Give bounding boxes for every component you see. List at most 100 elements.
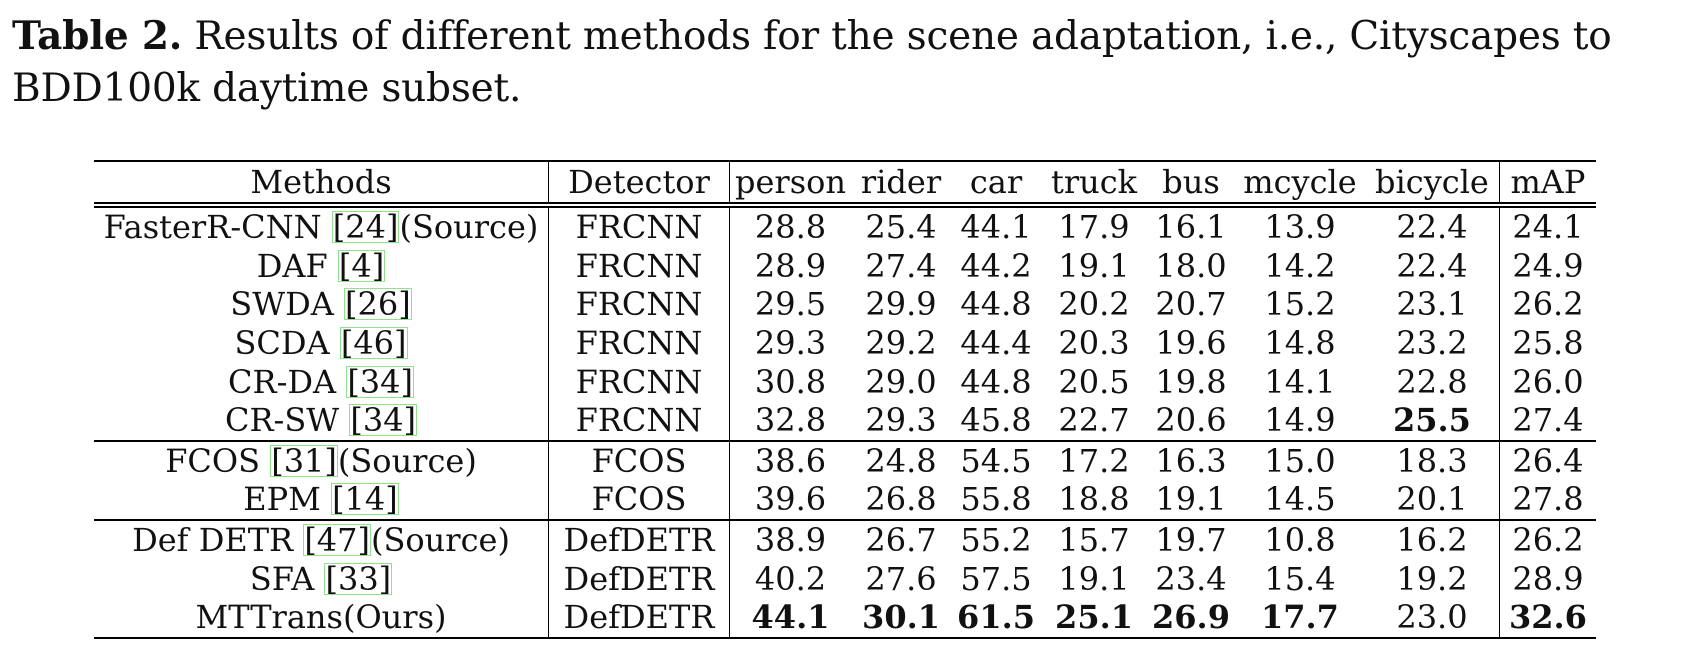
method-cell: DAF [4]	[94, 246, 549, 286]
table-row: CR-SW [34] FRCNN 32.8 29.3 45.8 22.7 20.6 14.9 2…	[94, 400, 1596, 441]
person-value-cell: 38.6	[729, 439, 852, 481]
mcycle-value-cell: 10.8	[1234, 518, 1365, 560]
citation-link[interactable]: [46]	[339, 324, 408, 363]
method-suffix: (Source)	[371, 521, 510, 560]
rider-value-cell: 26.8	[865, 480, 937, 519]
map-value-cell: 27.4	[1512, 401, 1584, 440]
car-value-cell: 55.8	[960, 480, 1032, 519]
method-cell: EPM [14]	[94, 480, 549, 520]
table-row: EPM [14] FCOS 39.6 26.8 55.8 18.8 19.1 14.5 20.1…	[94, 480, 1596, 520]
citation-link[interactable]: [34]	[346, 362, 414, 401]
table-row: FCOS [31](Source) FCOS 38.6 24.8 54.5 17.2 16.…	[94, 439, 1596, 481]
person-value-cell: 30.8	[754, 362, 827, 401]
citation-link[interactable]: [4]	[337, 246, 386, 285]
rider-value-cell: 29.0	[865, 362, 937, 401]
bus-value-cell: 20.6	[1155, 401, 1227, 440]
map-value-cell: 26.0	[1512, 362, 1584, 401]
car-value-cell: 57.5	[960, 559, 1032, 598]
bicycle-value-cell: 25.5	[1364, 400, 1500, 441]
table-row: SFA [33] DefDETR 40.2 27.6 57.5 19.1 23.4 15.4 1…	[94, 559, 1596, 598]
method-name: MTTrans(Ours)	[195, 598, 447, 637]
map-value-cell: 26.2	[1512, 285, 1584, 324]
header-person: person	[729, 161, 852, 208]
table-row: CR-DA [34] FRCNN 30.8 29.0 44.8 20.5 19.8 14.1 2…	[94, 362, 1596, 401]
bus-value-cell: 19.7	[1147, 518, 1235, 560]
citation-link[interactable]: [26]	[344, 285, 412, 324]
detector-cell: FCOS	[548, 439, 730, 481]
map-value-cell: 26.4	[1499, 439, 1596, 481]
header-detector: Detector	[548, 161, 730, 208]
method-name: FasterR-CNN	[103, 208, 332, 247]
bus-value-cell: 18.0	[1155, 246, 1227, 285]
truck-value-cell: 20.2	[1058, 285, 1130, 324]
bicycle-value-cell: 22.4	[1364, 246, 1500, 286]
citation-link[interactable]: [14]	[331, 480, 399, 519]
rider-value-cell: 24.8	[851, 439, 952, 481]
results-table-container: Methods Detector person rider car truck …	[94, 160, 1596, 639]
truck-value-cell: 15.7	[1041, 518, 1148, 560]
mcycle-value-cell: 14.8	[1264, 324, 1336, 363]
citation-link[interactable]: [47]	[303, 521, 371, 560]
caption-label: Table 2.	[12, 13, 183, 59]
car-value-cell: 44.2	[960, 246, 1032, 285]
method-name: SWDA	[230, 285, 345, 324]
rider-value-cell: 27.6	[865, 559, 937, 598]
rider-value-cell: 25.4	[865, 208, 937, 247]
person-value-cell: 44.1	[729, 597, 852, 639]
rider-value-cell: 29.9	[865, 285, 937, 324]
bus-value-cell: 16.3	[1147, 439, 1235, 481]
method-name: CR-DA	[227, 362, 347, 401]
map-value-cell: 32.6	[1499, 597, 1596, 639]
truck-value-cell: 17.9	[1058, 208, 1130, 247]
map-value-cell: 25.8	[1512, 324, 1584, 363]
detector-cell: FRCNN	[548, 323, 730, 363]
rider-value-cell: 29.2	[865, 324, 937, 363]
citation-link[interactable]: [24]	[331, 208, 400, 247]
person-value-cell: 29.3	[754, 324, 827, 363]
method-cell: MTTrans(Ours)	[94, 597, 549, 639]
mcycle-value-cell: 15.4	[1264, 559, 1336, 598]
mcycle-value-cell: 14.2	[1264, 246, 1336, 285]
method-name: DAF	[256, 246, 338, 285]
car-value-cell: 55.2	[951, 518, 1042, 560]
citation-link[interactable]: [33]	[324, 559, 393, 598]
car-value-cell: 44.8	[960, 362, 1032, 401]
header-truck: truck	[1041, 161, 1148, 208]
method-name: FCOS	[165, 441, 271, 480]
bus-value-cell: 20.7	[1155, 285, 1227, 324]
detector-cell: FRCNN	[548, 205, 730, 247]
table-body: FasterR-CNN [24] (Source) FRCNN 28.8 25.4 44.…	[94, 205, 1596, 639]
rider-value-cell: 30.1	[851, 597, 952, 639]
caption-text: Results of different methods for the sce…	[12, 14, 1612, 111]
table-row: Def DETR [47](Source) DefDETR 38.9 26.7 55.2…	[94, 518, 1596, 560]
citation-link[interactable]: [31]	[270, 441, 338, 480]
rider-value-cell: 27.4	[865, 246, 937, 285]
car-value-cell: 45.8	[960, 401, 1032, 440]
car-value-cell: 44.1	[960, 208, 1032, 247]
results-table: Methods Detector person rider car truck …	[94, 160, 1596, 639]
bicycle-value-cell: 23.0	[1364, 597, 1500, 639]
bus-value-cell: 26.9	[1147, 597, 1235, 639]
method-cell: SFA [33]	[94, 559, 549, 598]
mcycle-value-cell: 14.9	[1264, 401, 1336, 440]
bicycle-value-cell: 20.1	[1364, 480, 1500, 520]
method-cell: Def DETR [47](Source)	[94, 518, 549, 560]
detector-cell: FRCNN	[548, 400, 730, 441]
citation-link[interactable]: [34]	[349, 401, 418, 440]
car-value-cell: 44.8	[960, 285, 1032, 324]
person-value-cell: 28.8	[754, 208, 827, 247]
mcycle-value-cell: 15.2	[1264, 285, 1336, 324]
bus-value-cell: 19.1	[1155, 480, 1227, 519]
detector-cell: DefDETR	[548, 518, 730, 560]
header-mcycle: mcycle	[1234, 161, 1365, 208]
truck-value-cell: 20.3	[1058, 324, 1130, 363]
method-cell: SCDA [46]	[94, 323, 549, 363]
table-row: SCDA [46] FRCNN 29.3 29.2 44.4 20.3 19.6 14.8 23…	[94, 323, 1596, 363]
person-value-cell: 38.9	[729, 518, 852, 560]
truck-value-cell: 17.2	[1041, 439, 1148, 481]
header-map: mAP	[1499, 161, 1596, 208]
method-cell: FCOS [31](Source)	[94, 439, 549, 481]
truck-value-cell: 19.1	[1058, 559, 1130, 598]
bicycle-value-cell: 23.1	[1364, 285, 1500, 324]
method-name: Def DETR	[132, 521, 304, 560]
